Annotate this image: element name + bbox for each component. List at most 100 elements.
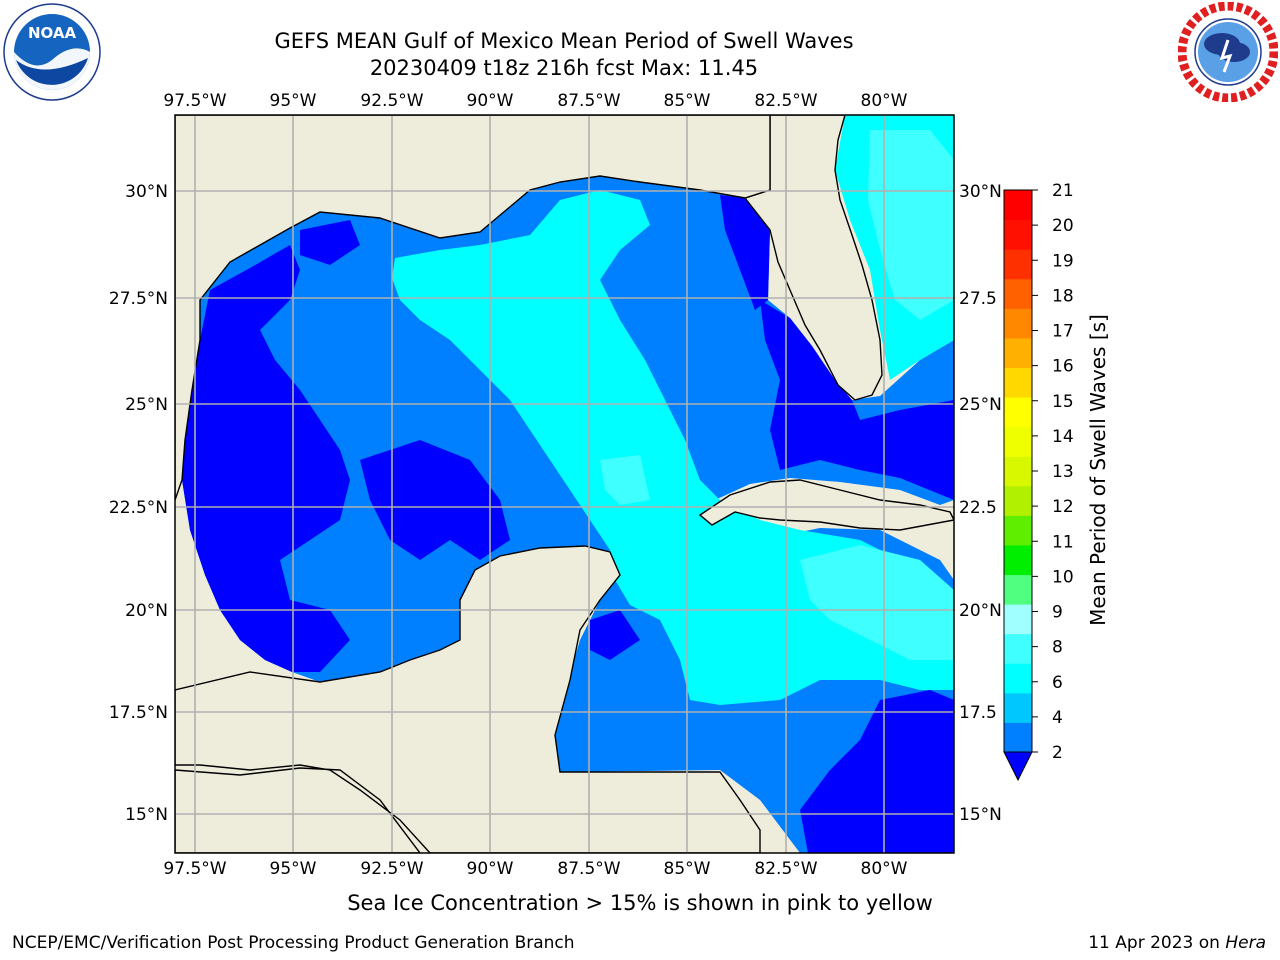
lat-label: 22.5°N — [109, 498, 168, 518]
lon-label: 95°W — [270, 91, 317, 111]
lon-label: 85°W — [664, 91, 711, 111]
chart-subtitle: 20230409 t18z 216h fcst Max: 11.45 — [369, 56, 759, 80]
lat-label: 15°N — [125, 805, 168, 825]
lon-label: 82.5°W — [754, 91, 817, 111]
florida-land — [743, 115, 883, 401]
colorbar-segment — [1004, 692, 1032, 723]
footer-host: Hera — [1225, 933, 1266, 953]
lon-label: 90°W — [467, 859, 514, 879]
colorbar-segment — [1004, 278, 1032, 309]
lon-label: 85°W — [664, 859, 711, 879]
lon-label: 95°W — [270, 859, 317, 879]
colorbar-tick-label: 14 — [1052, 427, 1074, 447]
footer-date-text: 11 Apr 2023 on — [1088, 933, 1226, 953]
colorbar-tick-label: 11 — [1052, 532, 1074, 552]
gulf-sea-pale — [600, 455, 650, 505]
colorbar-tick-label: 20 — [1052, 216, 1074, 236]
colorbar-tick-label: 2 — [1052, 743, 1063, 763]
lat-label: 27.5°N — [109, 289, 168, 309]
gulf-sea-dark-west — [182, 245, 350, 672]
lat-label: 30°N — [959, 182, 1002, 202]
colorbar-tick-label: 21 — [1052, 181, 1074, 201]
lat-label: 20°N — [125, 601, 168, 621]
gulf-sea-dark-south — [360, 440, 510, 560]
atlantic-sea-pale — [868, 130, 954, 320]
footer-date: 11 Apr 2023 on Hera — [1088, 933, 1266, 953]
lat-label: 20°N — [959, 601, 1002, 621]
lat-label: 25°N — [959, 395, 1002, 415]
gulf-sea-dark-north — [300, 220, 360, 265]
svg-text:NOAA: NOAA — [28, 24, 77, 42]
colorbar-tick-label: 19 — [1052, 251, 1074, 271]
lat-label: 17.5 — [959, 703, 997, 723]
colorbar-segment — [1004, 722, 1032, 753]
colorbar-segment — [1004, 663, 1032, 694]
lon-label: 80°W — [861, 859, 908, 879]
colorbar-segment — [1004, 515, 1032, 546]
colorbar-segment — [1004, 544, 1032, 576]
colorbar-segment — [1004, 604, 1032, 635]
map-frame — [174, 114, 955, 854]
lon-label: 87.5°W — [557, 859, 620, 879]
lon-label: 92.5°W — [360, 91, 423, 111]
colorbar-tick-label: 18 — [1052, 286, 1074, 306]
colorbar-segment — [1004, 397, 1032, 428]
lon-label: 92.5°W — [360, 859, 423, 879]
colorbar-segment — [1004, 249, 1032, 280]
lat-labels-left: 30°N 27.5°N 25°N 22.5°N 20°N 17.5°N 15°N — [109, 182, 168, 825]
caribbean-sea-dark — [800, 690, 954, 853]
lat-label: 17.5°N — [109, 703, 168, 723]
lon-labels-top: 97.5°W 95°W 92.5°W 90°W 87.5°W 85°W 82.5… — [163, 91, 907, 111]
colorbar-extend-arrow — [1003, 751, 1033, 782]
chart-title: GEFS MEAN Gulf of Mexico Mean Period of … — [274, 29, 854, 53]
lon-labels-bottom: 97.5°W 95°W 92.5°W 90°W 87.5°W 85°W 82.5… — [163, 859, 907, 879]
map-panel — [175, 115, 954, 853]
colorbar-tick-label: 15 — [1052, 392, 1074, 412]
lon-label: 82.5°W — [754, 859, 817, 879]
lon-label: 97.5°W — [163, 859, 226, 879]
caribbean-sea-dark-2 — [590, 610, 640, 660]
lat-label: 15°N — [959, 805, 1002, 825]
footer-credit: NCEP/EMC/Verification Post Processing Pr… — [12, 933, 575, 953]
usa-land — [175, 115, 771, 501]
colorbar-tick-label: 16 — [1052, 357, 1074, 377]
lat-label: 22.5 — [959, 498, 997, 518]
colorbar-segment — [1004, 190, 1032, 221]
colorbar-segment — [1004, 308, 1032, 339]
colorbar-tick-label: 9 — [1052, 603, 1063, 623]
colorbar-label: Mean Period of Swell Waves [s] — [1086, 314, 1110, 626]
colorbar-segment — [1004, 219, 1032, 250]
nws-logo — [1178, 2, 1278, 102]
caribbean-sea-pale — [800, 545, 954, 660]
colorbar-segment — [1004, 485, 1032, 516]
colorbar-tick-label: 12 — [1052, 497, 1074, 517]
sea-ice-note: Sea Ice Concentration > 15% is shown in … — [347, 891, 933, 915]
lat-labels-right: 30°N 27.5 25°N 22.5 20°N 17.5 15°N — [959, 182, 1002, 825]
colorbar-tick-label: 6 — [1052, 673, 1063, 693]
colorbar-segment — [1004, 426, 1032, 457]
colorbar-tick-label: 10 — [1052, 567, 1074, 587]
colorbar-segment — [1004, 574, 1032, 605]
gulf-sea-dark-east — [760, 300, 954, 500]
lon-label: 90°W — [467, 91, 514, 111]
colorbar-segment — [1004, 367, 1032, 398]
lon-label: 97.5°W — [163, 91, 226, 111]
graticule — [175, 115, 954, 853]
lat-label: 27.5 — [959, 289, 997, 309]
lon-label: 80°W — [861, 91, 908, 111]
colorbar-tick-label: 4 — [1052, 708, 1063, 728]
lat-label: 25°N — [125, 395, 168, 415]
colorbar-tick-label: 8 — [1052, 638, 1063, 658]
colorbar-tick-label: 13 — [1052, 462, 1074, 482]
colorbar-tick-label: 17 — [1052, 322, 1074, 342]
noaa-logo: NOAA — [3, 3, 101, 101]
lat-label: 30°N — [125, 182, 168, 202]
lon-label: 87.5°W — [557, 91, 620, 111]
colorbar-segment — [1004, 633, 1032, 664]
gulf-sea-dark-nne — [720, 195, 770, 310]
colorbar: 2 4 6 8 9 10 11 12 13 14 15 16 17 18 19 20 21 — [1003, 181, 1074, 782]
mexico-land — [175, 545, 761, 853]
colorbar-segment — [1004, 456, 1032, 487]
cuba-land — [698, 479, 954, 531]
